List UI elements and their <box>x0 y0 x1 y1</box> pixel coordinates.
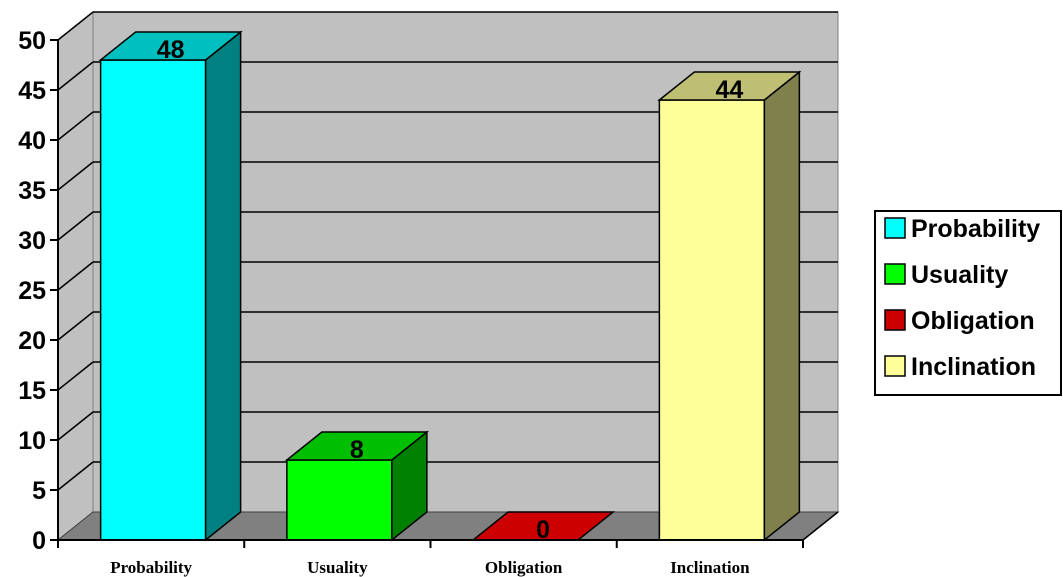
legend-swatch <box>884 309 906 331</box>
legend-label: Obligation <box>911 307 1035 335</box>
y-tick-label: 25 <box>18 277 46 305</box>
data-label: 44 <box>715 76 743 104</box>
gridline-side <box>57 211 94 241</box>
gridline-side <box>57 61 94 91</box>
legend-entry-usuality: Usuality <box>884 261 1008 289</box>
x-category-label: Inclination <box>670 558 750 577</box>
y-tick-label: 5 <box>32 477 46 505</box>
bar-front <box>658 99 766 541</box>
bar-top <box>284 431 430 461</box>
y-tick-label: 20 <box>18 327 46 355</box>
y-tick-label: 10 <box>18 427 46 455</box>
gridline-side <box>57 461 94 491</box>
bar-top <box>98 31 243 61</box>
y-tick-label: 40 <box>18 127 46 155</box>
legend-label: Inclination <box>911 353 1036 381</box>
gridline-side <box>57 361 94 391</box>
legend-entry-obligation: Obligation <box>884 307 1035 335</box>
bar-side <box>204 30 242 542</box>
legend-label: Probability <box>911 215 1040 243</box>
legend-entry-probability: Probability <box>884 215 1040 243</box>
y-tick-label: 15 <box>18 377 46 405</box>
legend-swatch <box>884 263 906 285</box>
legend-swatch <box>884 355 906 377</box>
data-label: 0 <box>536 516 550 544</box>
gridline-side <box>57 261 94 291</box>
data-label: 48 <box>157 36 185 64</box>
y-tick-label: 50 <box>18 27 46 55</box>
y-tick-label: 0 <box>32 527 46 555</box>
bar-usuality: 8 <box>284 430 430 542</box>
legend-box <box>874 210 1062 396</box>
legend-label: Usuality <box>911 261 1008 289</box>
floor-edge <box>802 511 839 541</box>
gridline-side <box>57 411 94 441</box>
y-tick-label: 30 <box>18 227 46 255</box>
gridline-side <box>57 11 94 41</box>
gridline-side <box>57 311 94 341</box>
x-category-label: Obligation <box>485 558 563 577</box>
bar-front <box>286 459 393 541</box>
y-tick-label: 45 <box>18 77 46 105</box>
legend-swatch <box>884 217 906 239</box>
bar-probability: 48 <box>98 30 243 542</box>
legend-entry-inclination: Inclination <box>884 353 1036 381</box>
bar-inclination: 44 <box>657 70 802 542</box>
data-label: 8 <box>350 436 364 464</box>
bar-obligation: 0 <box>470 511 616 544</box>
x-category-label: Usuality <box>307 558 368 577</box>
bar-front <box>99 59 207 541</box>
gridline-side <box>57 111 94 141</box>
bar-side <box>763 70 801 542</box>
bar-top <box>657 71 802 101</box>
y-tick-label: 35 <box>18 177 46 205</box>
x-category-label: Probability <box>110 558 192 577</box>
gridline-side <box>57 161 94 191</box>
